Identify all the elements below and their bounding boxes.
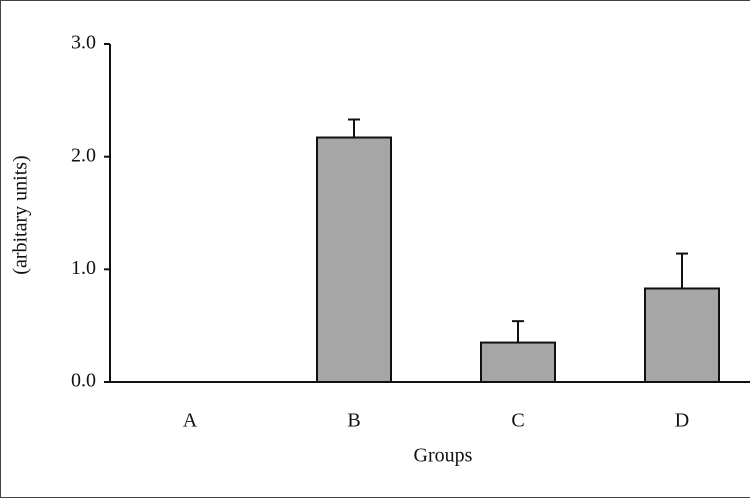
x-tick-label: A (183, 410, 198, 432)
x-axis-label: Groups (414, 445, 473, 467)
y-tick-label: 2.0 (71, 144, 96, 166)
bar (480, 341, 556, 384)
y-tick-label: 0.0 (71, 370, 96, 392)
y-tick-label: 3.0 (71, 32, 96, 54)
bar (316, 136, 392, 383)
bar (644, 287, 720, 383)
x-tick-label: B (347, 410, 360, 432)
x-tick-label: C (511, 410, 524, 432)
x-tick-label: D (675, 410, 689, 432)
y-axis-label: (arbitary units) (10, 155, 32, 274)
y-tick-label: 1.0 (71, 257, 96, 279)
